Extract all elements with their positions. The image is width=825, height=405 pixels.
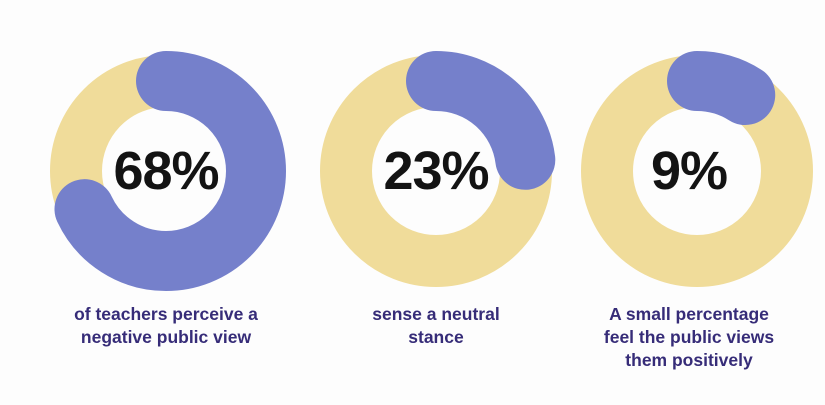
percent-value: 9%	[650, 141, 728, 201]
chart-caption: of teachers perceive a negative public v…	[74, 304, 258, 348]
donut-progress-arc	[577, 51, 817, 291]
donut-ring-23	[316, 51, 556, 291]
donut-chart-negative-view: 68% of teachers perceive a negative publ…	[36, 51, 296, 349]
chart-caption: sense a neutral stance	[372, 304, 500, 348]
percent-value: 23%	[383, 141, 489, 201]
donut-chart-neutral-stance: 23% sense a neutral stance	[306, 51, 566, 349]
donut-ring-9	[577, 51, 817, 291]
donut-chart-positive-view: 9% A small percentage feel the public vi…	[559, 51, 819, 372]
donut-progress-arc	[46, 51, 286, 291]
donut-ring-68	[46, 51, 286, 291]
donut-progress-arc	[316, 51, 556, 291]
percent-value: 68%	[113, 141, 219, 201]
chart-caption: A small percentage feel the public views…	[603, 304, 775, 371]
